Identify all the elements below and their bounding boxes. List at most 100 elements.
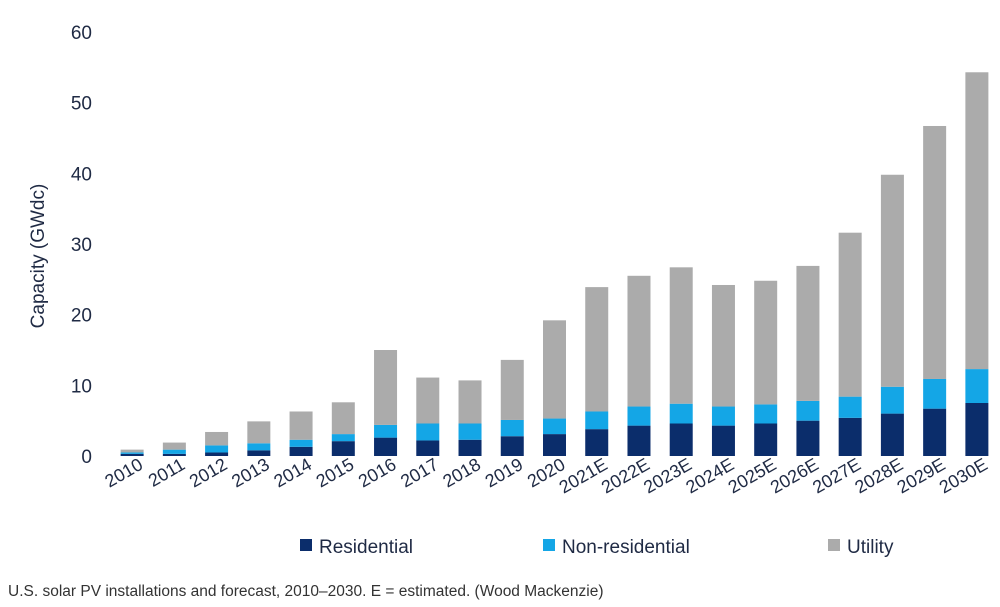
chart: 0 10 20 30 40 50 60 2010 2011 2012 2013 2014 2015 20… [28,23,991,558]
bar-utility-2012 [205,431,229,446]
y-tick-label: 0 [81,447,92,468]
bar-residential-2015 [331,441,355,456]
bar-non-residential-2019 [500,419,524,437]
bar-non-residential-2016 [374,424,398,438]
x-tick-label: 2022E [598,454,653,497]
bar-residential-2012 [205,452,229,456]
x-tick-label: 2011 [145,454,189,491]
bar-utility-2025e [754,280,778,405]
bar-non-residential-2010 [120,452,144,454]
y-axis-title: Capacity (GWdc) [28,184,49,329]
bar-residential-2025e [754,423,778,456]
bar-non-residential-2023e [669,403,693,424]
bar-utility-2027e [838,232,862,397]
bar-non-residential-2012 [205,445,229,453]
bar-utility-2016 [374,350,398,425]
y-tick-label: 30 [71,235,92,256]
x-tick-label: 2010 [101,454,146,491]
bar-residential-2017 [416,440,440,456]
bar-utility-2020 [543,320,566,419]
x-tick-label: 2018 [439,454,484,491]
bar-non-residential-2022e [627,406,651,426]
x-tick-label: 2027E [809,454,864,497]
x-tick-label: 2025E [725,454,780,497]
bar-utility-2010 [120,449,144,453]
x-tick-label: 2016 [355,454,400,491]
x-tick-label: 2012 [186,454,231,491]
bar-non-residential-2015 [331,434,355,442]
bar-non-residential-2030e [965,369,989,403]
bar-residential-2011 [162,453,186,456]
bar-non-residential-2028e [880,386,904,414]
bar-utility-2030e [965,72,989,370]
bar-residential-2016 [374,437,398,456]
x-tick-label: 2024E [682,454,737,497]
legend-label: Residential [319,537,413,558]
bar-residential-2022e [627,425,651,456]
legend-swatch [300,539,312,551]
x-tick-label: 2021E [556,454,611,497]
y-tick-label: 10 [71,376,92,397]
x-tick-label: 2015 [313,454,358,491]
bar-utility-2015 [331,402,355,435]
bar-utility-2029e [923,125,947,379]
y-tick-label: 60 [71,23,92,44]
bar-utility-2018 [458,380,482,424]
legend-label: Utility [847,537,894,558]
bar-non-residential-2025e [754,404,778,424]
bar-residential-2029e [923,408,947,456]
bar-non-residential-2020 [543,418,566,435]
legend-swatch [828,539,840,551]
x-tick-label: 2013 [228,454,273,491]
legend-swatch [543,539,555,551]
bar-residential-2030e [965,403,989,456]
bar-utility-2013 [247,421,271,444]
bar-residential-2026e [796,420,820,456]
bar-non-residential-2027e [838,396,862,418]
bar-residential-2019 [500,436,524,456]
y-tick-label: 20 [71,306,92,327]
legend-label: Non-residential [562,537,690,558]
y-tick-label: 40 [71,164,92,185]
bar-utility-2019 [500,359,524,420]
x-tick-label: 2017 [397,454,442,491]
bar-non-residential-2017 [416,423,440,441]
x-tick-label: 2026E [767,454,822,497]
bar-non-residential-2014 [289,439,313,447]
bar-non-residential-2013 [247,443,271,451]
bar-residential-2013 [247,450,271,456]
bar-non-residential-2011 [162,449,186,454]
bar-non-residential-2026e [796,400,820,421]
x-tick-label: 2019 [482,454,527,491]
bar-utility-2028e [880,174,904,387]
legend: Residential Non-residential Utility [300,537,894,558]
bar-residential-2020 [543,434,566,456]
bar-non-residential-2018 [458,423,482,440]
bar-utility-2022e [627,275,651,407]
bar-utility-2023e [669,267,693,404]
bar-non-residential-2021e [585,411,609,430]
figure-caption: U.S. solar PV installations and forecast… [8,583,604,600]
bar-residential-2018 [458,439,482,456]
x-tick-label: 2028E [851,454,906,497]
bar-utility-2017 [416,377,440,424]
bar-residential-2027e [838,417,862,456]
bar-residential-2014 [289,446,313,456]
bar-utility-2011 [162,442,186,450]
bar-residential-2028e [880,413,904,456]
x-tick-label: 2023E [640,454,695,497]
bar-utility-2026e [796,265,820,401]
x-tick-label: 2014 [270,454,315,491]
bar-residential-2010 [120,453,144,456]
bar-non-residential-2024e [711,406,735,426]
bar-utility-2021e [585,287,609,412]
bar-residential-2024e [711,425,735,456]
x-tick-label: 2029E [894,454,949,497]
bar-utility-2014 [289,411,313,440]
x-tick-label: 2030E [936,454,991,497]
y-tick-label: 50 [71,94,92,115]
bar-residential-2023e [669,423,693,456]
bar-residential-2021e [585,429,609,456]
bar-non-residential-2029e [923,378,947,409]
